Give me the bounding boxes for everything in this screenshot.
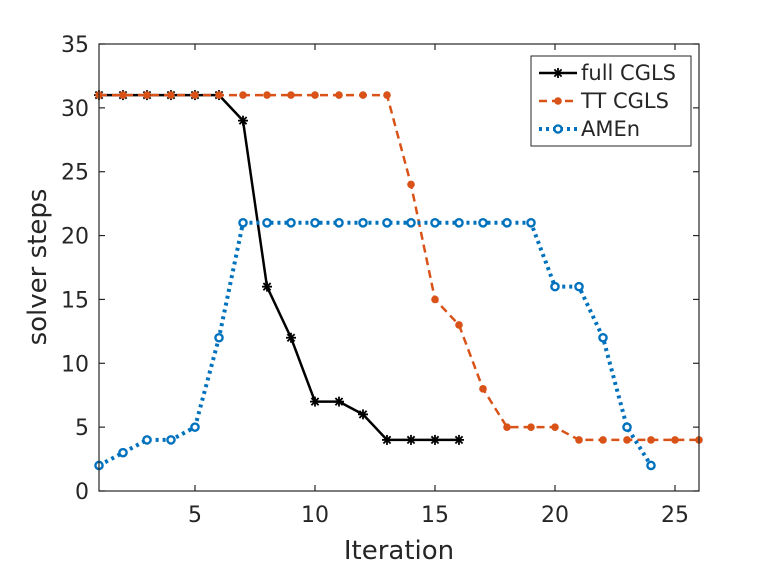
- data-point: [190, 422, 200, 432]
- data-point: [335, 91, 343, 99]
- data-point: [118, 447, 128, 458]
- data-point: [287, 91, 295, 99]
- data-point: [214, 332, 224, 343]
- legend-marker: [553, 124, 563, 134]
- series-layer: [94, 90, 703, 471]
- data-point: [526, 217, 536, 228]
- legend-label: AMEn: [581, 117, 640, 141]
- series-tt-cgls: [95, 91, 703, 444]
- data-point: [455, 321, 463, 329]
- data-point: [407, 180, 415, 189]
- data-point: [263, 91, 271, 99]
- data-point: [358, 217, 368, 228]
- data-point: [575, 436, 583, 444]
- y-tick-label: 25: [61, 161, 89, 186]
- data-point: [671, 436, 679, 444]
- data-point: [262, 281, 272, 292]
- data-point: [551, 423, 559, 431]
- data-point: [647, 436, 655, 444]
- data-point: [406, 434, 416, 445]
- data-point: [623, 436, 631, 444]
- y-tick-label: 35: [61, 33, 89, 58]
- legend-item: AMEn: [539, 117, 640, 141]
- data-point: [382, 434, 392, 445]
- axes-box: [98, 43, 700, 492]
- data-point: [431, 295, 439, 304]
- data-point: [311, 91, 319, 99]
- data-point: [502, 217, 512, 228]
- data-point: [239, 91, 247, 99]
- data-point: [646, 460, 656, 471]
- x-tick-label: 25: [661, 503, 689, 528]
- data-point: [574, 281, 584, 292]
- y-tick-label: 30: [61, 97, 89, 122]
- series-line: [99, 93, 699, 442]
- data-point: [503, 423, 511, 431]
- data-point: [191, 91, 199, 99]
- data-point: [383, 91, 391, 99]
- x-tick-label: 10: [301, 503, 329, 528]
- data-point: [454, 217, 464, 228]
- data-point: [598, 332, 608, 343]
- data-point: [479, 385, 487, 393]
- data-point: [334, 217, 344, 228]
- x-tick-label: 5: [188, 503, 202, 528]
- legend-marker: [554, 97, 562, 105]
- data-point: [599, 436, 607, 444]
- y-tick-label: 5: [75, 416, 89, 441]
- data-point: [143, 91, 151, 99]
- x-tick-label: 15: [421, 503, 449, 528]
- legend-label: TT CGLS: [580, 89, 669, 113]
- axes-layer: 5 10 15 20 25 0 5 10 15 20 25 30 35: [61, 33, 700, 528]
- data-point: [358, 409, 368, 420]
- data-point: [286, 217, 296, 228]
- data-point: [238, 217, 248, 228]
- data-point: [310, 217, 320, 228]
- data-point: [119, 91, 127, 99]
- data-point: [430, 434, 440, 445]
- x-tick-label: 20: [541, 503, 569, 528]
- data-point: [310, 396, 320, 407]
- data-point: [359, 91, 367, 99]
- y-axis-label: solver steps: [23, 189, 53, 346]
- data-point: [527, 423, 535, 431]
- y-tick-label: 20: [61, 225, 89, 250]
- legend-item: TT CGLS: [539, 89, 669, 113]
- data-point: [286, 332, 296, 343]
- data-point: [238, 115, 248, 126]
- data-point: [406, 217, 416, 228]
- data-point: [382, 217, 392, 228]
- data-point: [167, 91, 175, 99]
- data-point: [334, 396, 344, 407]
- y-tick-label: 10: [61, 352, 89, 377]
- data-point: [166, 435, 176, 445]
- legend: full CGLS TT CGLS AMEn: [530, 55, 692, 147]
- legend-item: full CGLS: [539, 61, 676, 85]
- data-point: [454, 434, 464, 445]
- data-point: [478, 217, 488, 228]
- data-point: [142, 435, 152, 445]
- x-axis-label: Iteration: [344, 536, 454, 566]
- data-point: [430, 217, 440, 228]
- legend-label: full CGLS: [581, 61, 676, 85]
- data-point: [622, 422, 632, 432]
- data-point: [262, 217, 272, 228]
- data-point: [215, 91, 223, 99]
- legend-marker: [553, 68, 563, 78]
- series-amen: [94, 217, 656, 471]
- y-tick-label: 15: [61, 288, 89, 313]
- data-point: [550, 281, 560, 292]
- y-tick-label: 0: [75, 480, 89, 505]
